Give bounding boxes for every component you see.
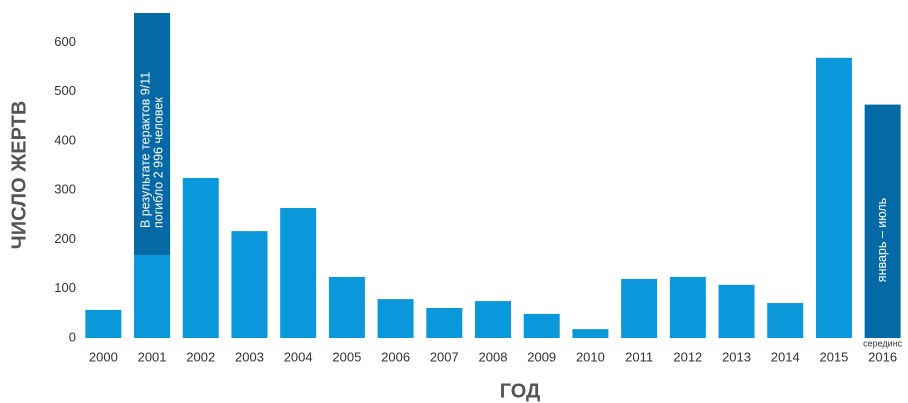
x-tick-label: 2008 <box>479 349 508 364</box>
annotation-box <box>134 13 171 255</box>
x-tick-label: 2016 <box>868 349 897 364</box>
x-tick-label: 2005 <box>332 349 361 364</box>
bar <box>767 303 804 338</box>
x-tick-label: 2011 <box>625 349 653 364</box>
y-tick-label: 600 <box>54 34 76 49</box>
x-tick-label: 2009 <box>527 349 556 364</box>
x-tick-label: 2007 <box>430 349 459 364</box>
bar <box>328 276 365 338</box>
x-tick-label: 2013 <box>722 349 751 364</box>
y-tick-label: 500 <box>54 83 76 98</box>
x-tick-label: 2015 <box>819 349 848 364</box>
x-tick-label: 2000 <box>89 349 118 364</box>
y-tick-label: 300 <box>54 182 76 197</box>
y-tick-label: 0 <box>69 329 76 344</box>
bar <box>669 276 706 338</box>
bar <box>182 177 219 338</box>
bar <box>377 299 414 338</box>
annotation-note: серединс <box>863 338 903 348</box>
y-tick-label: 400 <box>54 132 76 147</box>
x-tick-label: 2006 <box>381 349 410 364</box>
bar <box>718 284 755 338</box>
annotation-text: погибло 2 996 человек <box>151 97 165 228</box>
bar <box>815 57 852 338</box>
x-tick-label: 2003 <box>235 349 264 364</box>
bar <box>231 231 268 338</box>
annotation-text: В результате терактов 9/11 <box>138 72 152 228</box>
bars <box>85 13 901 338</box>
y-tick-label: 200 <box>54 231 76 246</box>
annotation-text: январь – июль <box>875 198 889 282</box>
x-tick-label: 2001 <box>138 349 167 364</box>
bar <box>280 208 317 338</box>
bar <box>426 307 463 338</box>
x-axis-title: ГОД <box>500 380 541 402</box>
bar <box>523 313 560 338</box>
x-tick-label: 2010 <box>576 349 605 364</box>
x-tick-label: 2014 <box>771 349 800 364</box>
x-tick-label: 2002 <box>186 349 215 364</box>
bar <box>85 309 122 338</box>
x-tick-label: 2004 <box>284 349 313 364</box>
bar <box>572 329 609 338</box>
x-tick-label: 2012 <box>673 349 702 364</box>
bar <box>864 104 901 338</box>
y-axis-title: ЧИСЛО ЖЕРТВ <box>8 101 30 250</box>
y-tick-label: 100 <box>54 280 76 295</box>
bar <box>475 301 511 338</box>
bar <box>621 278 658 338</box>
